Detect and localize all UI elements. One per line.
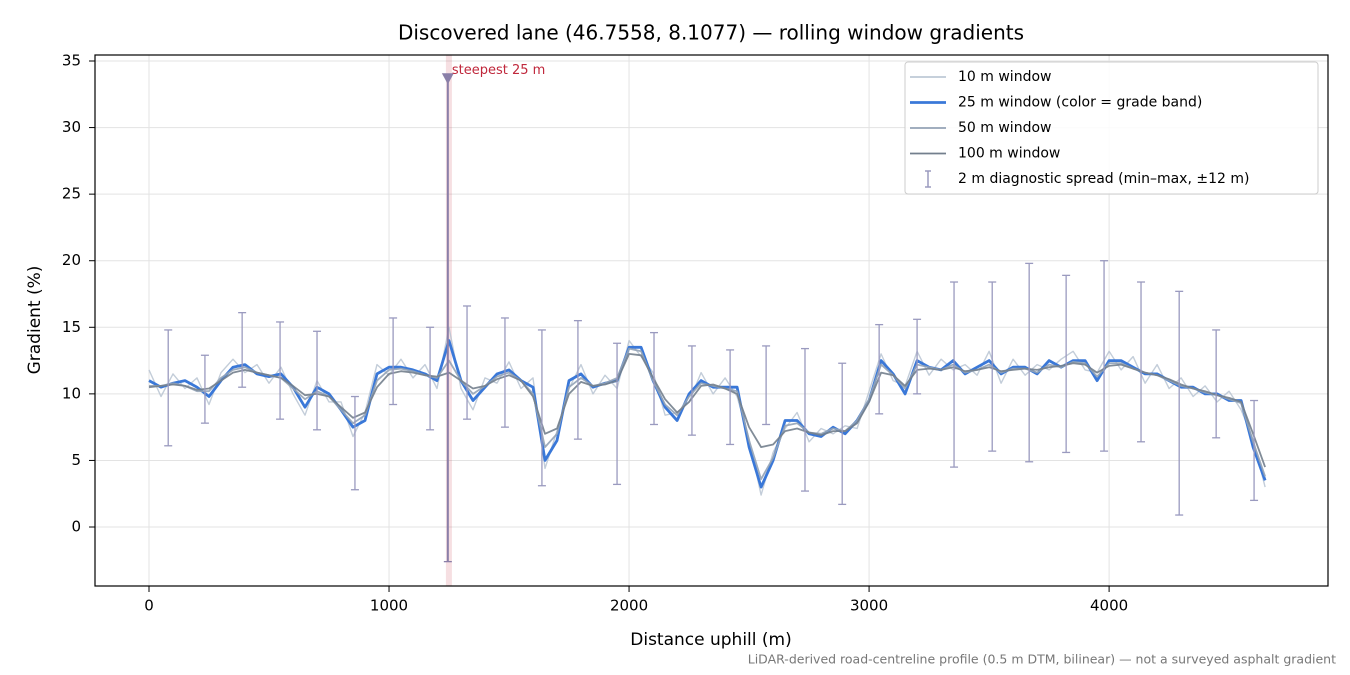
error-bar xyxy=(726,349,735,446)
error-bar xyxy=(164,329,173,447)
legend-label: 50 m window xyxy=(958,120,1051,136)
error-bar xyxy=(276,321,285,420)
error-bar xyxy=(1062,274,1071,454)
y-tick-label: 15 xyxy=(62,318,81,336)
error-bar xyxy=(238,311,247,388)
error-bar xyxy=(1250,399,1259,502)
y-axis-label: Gradient (%) xyxy=(25,266,45,375)
error-bar xyxy=(913,318,922,395)
error-bar xyxy=(537,329,546,487)
y-tick-label: 20 xyxy=(62,251,81,269)
axes-frame xyxy=(94,54,1329,587)
x-tick-label: 3000 xyxy=(850,597,888,615)
legend-label: 100 m window xyxy=(958,146,1060,162)
legend-label: 25 m window (color = grade band) xyxy=(958,95,1202,111)
y-tick-label: 5 xyxy=(71,451,81,469)
error-bar xyxy=(762,345,771,426)
error-bar xyxy=(573,319,582,440)
y-tick-label: 10 xyxy=(62,384,81,402)
legend-label: 10 m window xyxy=(958,69,1051,85)
error-bar xyxy=(200,354,209,424)
error-bar xyxy=(1025,262,1034,463)
annotation: steepest 25 m xyxy=(452,63,545,78)
plot-area xyxy=(148,55,1267,586)
error-bar xyxy=(350,395,359,491)
x-tick-label: 2000 xyxy=(610,597,648,615)
x-tick-label: 1000 xyxy=(370,597,408,615)
y-tick-label: 25 xyxy=(62,185,81,203)
legend-label: 2 m diagnostic spread (min–max, ±12 m) xyxy=(958,171,1249,187)
error-bar xyxy=(687,345,696,436)
error-bar xyxy=(1137,281,1146,443)
error-bar xyxy=(950,281,959,468)
error-bar xyxy=(1212,329,1221,439)
steepest-marker xyxy=(441,73,454,85)
chart-title: Discovered lane (46.7558, 8.1077) — roll… xyxy=(398,21,1024,45)
footnote: LiDAR-derived road-centreline profile (0… xyxy=(748,652,1336,667)
error-bar xyxy=(613,342,622,486)
legend: 10 m window 25 m window (color = grade ba… xyxy=(904,61,1319,195)
x-tick-label: 0 xyxy=(144,597,154,615)
error-bar xyxy=(650,331,659,426)
error-bar xyxy=(838,362,847,506)
error-bar xyxy=(313,330,322,431)
legend-box xyxy=(904,61,1319,195)
error-bar xyxy=(800,347,809,492)
y-tick-label: 0 xyxy=(71,518,81,536)
series-line xyxy=(148,352,1266,468)
error-bar xyxy=(500,317,509,428)
error-bar xyxy=(875,323,884,415)
error-bar xyxy=(389,317,398,406)
x-tick-label: 4000 xyxy=(1090,597,1128,615)
error-bar xyxy=(463,305,472,420)
error-bar xyxy=(1100,260,1109,452)
steepest-span xyxy=(445,55,452,586)
y-tick-label: 35 xyxy=(62,51,81,69)
error-bar xyxy=(426,326,435,431)
error-bar xyxy=(988,281,997,452)
x-axis-label: Distance uphill (m) xyxy=(630,630,791,650)
y-tick-label: 30 xyxy=(62,118,81,136)
error-bar xyxy=(1175,290,1184,516)
